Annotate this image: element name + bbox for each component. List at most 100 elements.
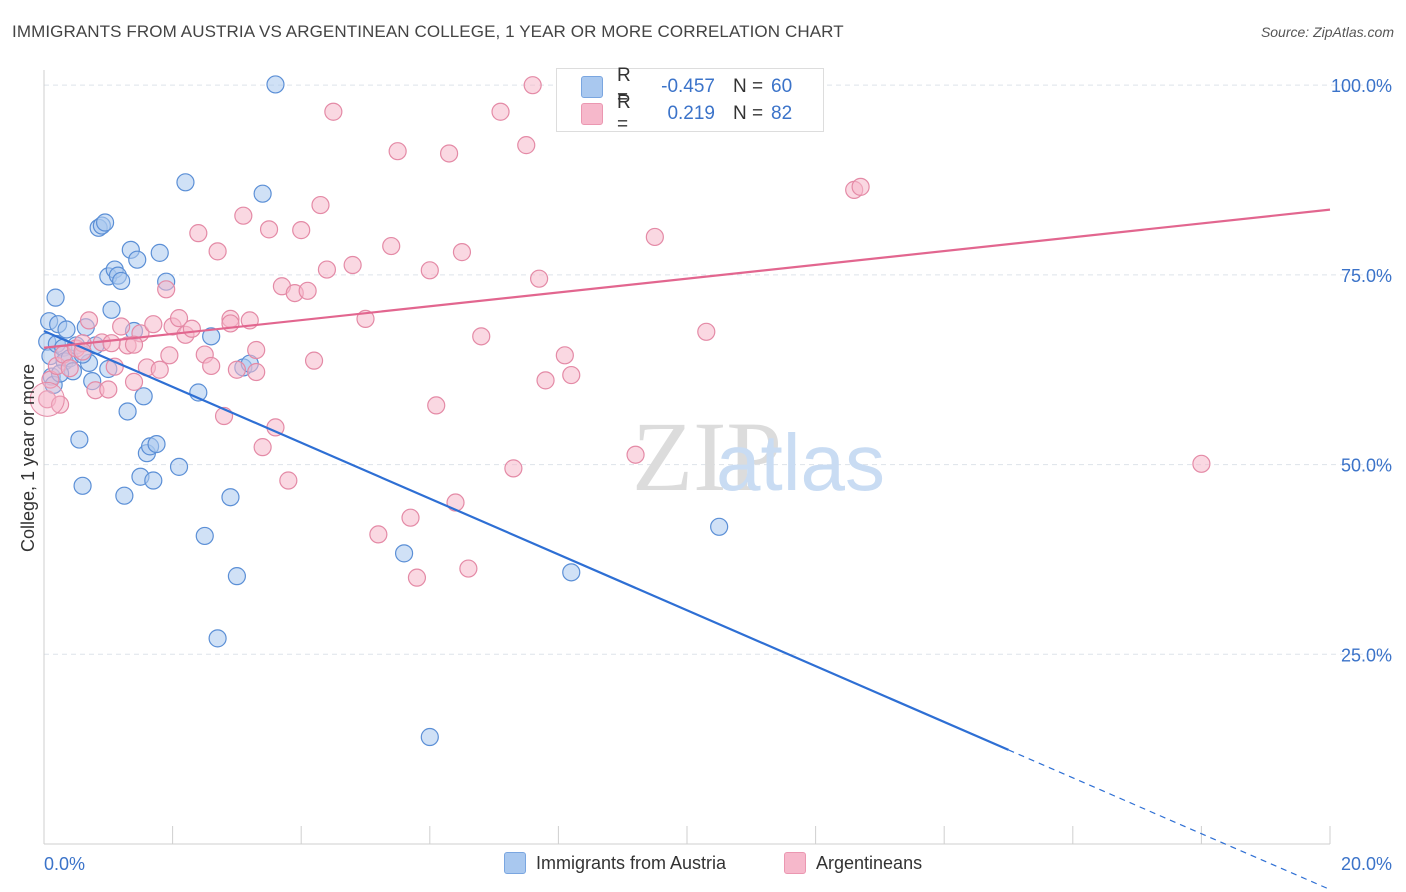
argentineans-point — [144, 315, 163, 334]
austria-point — [102, 300, 121, 319]
austria-point — [176, 173, 195, 192]
argentineans-point — [60, 359, 79, 378]
y-tick-label: 100.0% — [1331, 76, 1392, 96]
argentineans-point — [182, 319, 201, 338]
argentineans-point — [452, 243, 472, 262]
legend-r-value: 0.219 — [667, 103, 715, 124]
legend-n-label: N = — [733, 103, 764, 124]
argentineans-point — [102, 334, 121, 353]
legend-row-austria: R = -0.457 N = 60 — [557, 65, 793, 108]
argentineans-point — [234, 206, 253, 225]
argentineans-point — [311, 195, 330, 215]
argentineans-point — [446, 493, 465, 512]
argentineans-point — [317, 260, 337, 279]
austria-trendline-extension — [1008, 749, 1331, 891]
argentineans-point — [324, 102, 343, 121]
argentineans-point — [555, 346, 574, 365]
austria-point — [169, 457, 189, 476]
series-austria-points — [38, 75, 729, 747]
austria-point — [144, 471, 163, 490]
legend-n-value: 82 — [771, 103, 793, 124]
correlation-legend: R = -0.457 N = 60 R = 0.219 N = 82 — [556, 65, 824, 135]
y-tick-label: 75.0% — [1341, 266, 1392, 286]
argentineans-point — [851, 177, 870, 196]
argentineans-point — [247, 340, 266, 360]
argentineans-point — [562, 365, 581, 385]
argentineans-point — [459, 559, 478, 578]
watermark-atlas: atlas — [716, 418, 885, 507]
argentineans-point — [420, 261, 439, 280]
legend-n-value: 60 — [771, 76, 793, 97]
argentineans-point — [382, 236, 401, 256]
austria-trendline — [43, 330, 1009, 751]
argentineans-point — [304, 351, 324, 370]
austria-point — [208, 629, 227, 648]
austria-point — [112, 271, 131, 291]
argentineans-point — [427, 396, 446, 415]
argentineans-point — [124, 335, 144, 354]
argentineans-point — [292, 221, 311, 240]
legend-item-argentineans[interactable]: Argentineans — [784, 852, 922, 874]
austria-point — [710, 517, 729, 536]
argentineans-point — [343, 255, 362, 275]
argentineans-point — [439, 144, 459, 163]
argentineans-point — [150, 360, 169, 379]
watermark: ZIP atlas — [632, 401, 885, 512]
axes-layer — [43, 70, 1331, 845]
argentineans-point — [253, 438, 272, 457]
austria-point — [73, 476, 92, 495]
argentineans-point — [626, 445, 645, 464]
austria-point — [253, 184, 272, 203]
austria-point — [128, 250, 147, 269]
argentineans-point — [536, 371, 555, 390]
austria-point — [394, 544, 414, 563]
argentineans-point — [79, 311, 99, 330]
argentineans-point — [227, 360, 246, 379]
austria-point — [202, 327, 221, 346]
legend-r-label: R = — [617, 65, 631, 108]
legend-swatch-argentineans — [784, 852, 806, 874]
argentineans-point — [169, 309, 189, 328]
y-tick-label: 25.0% — [1341, 645, 1392, 665]
legend-swatch-austria — [581, 76, 603, 98]
argentineans-point-large — [29, 381, 65, 417]
legend-r-value: -0.457 — [661, 76, 715, 97]
argentineans-point — [124, 372, 144, 391]
tick-labels-layer: 25.0% 50.0% 75.0% 100.0% 0.0% 20.0% — [44, 76, 1392, 874]
x-tick-label: 0.0% — [44, 854, 85, 874]
source-label: Source: ZipAtlas.com — [1260, 24, 1394, 40]
argentineans-point — [517, 136, 536, 155]
austria-point — [147, 435, 166, 454]
argentineans-point — [112, 317, 131, 336]
argentineans-point — [160, 346, 179, 365]
argentineans-point — [530, 269, 549, 288]
austria-point — [221, 488, 240, 507]
austria-point — [57, 320, 76, 339]
argentineans-point — [1192, 454, 1211, 473]
argentineans-point — [279, 471, 298, 490]
argentineans-point — [157, 280, 176, 299]
argentineans-point — [523, 76, 542, 95]
austria-point — [118, 402, 137, 421]
argentineans-point — [697, 322, 716, 341]
argentineans-point — [401, 508, 420, 527]
austria-point — [420, 727, 439, 747]
argentineans-point — [645, 227, 664, 247]
argentineans-point — [208, 242, 227, 261]
y-axis-label: College, 1 year or more — [18, 364, 38, 552]
legend-item-austria[interactable]: Immigrants from Austria — [504, 852, 726, 874]
legend-n-label: N = — [733, 76, 764, 97]
argentineans-point — [369, 525, 388, 544]
chart-title: IMMIGRANTS FROM AUSTRIA VS ARGENTINEAN C… — [12, 22, 844, 41]
legend-swatch-argentineans — [581, 103, 603, 125]
argentineans-point — [99, 380, 118, 399]
austria-point — [227, 567, 246, 586]
austria-point — [195, 526, 214, 546]
argentineans-point — [407, 568, 427, 587]
argentineans-point — [202, 356, 221, 376]
argentineans-point — [298, 281, 317, 300]
y-tick-label: 50.0% — [1341, 456, 1392, 476]
argentineans-point — [504, 459, 523, 478]
austria-point — [46, 288, 65, 307]
